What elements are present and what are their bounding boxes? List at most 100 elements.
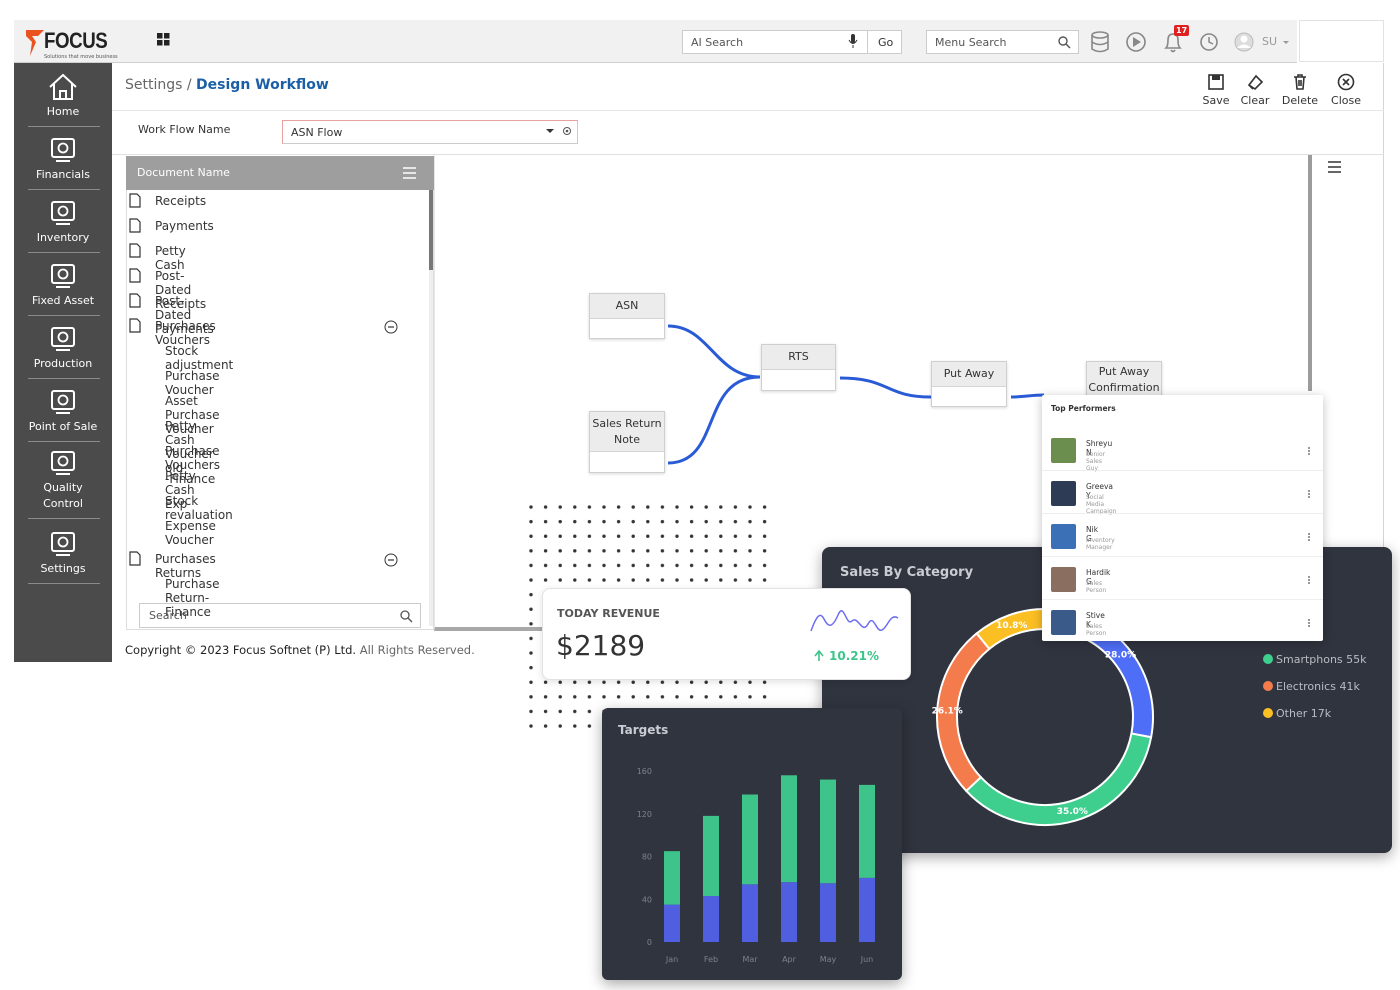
ai-search-placeholder: AI Search xyxy=(691,36,744,49)
canvas-menu-icon[interactable] xyxy=(1328,161,1342,174)
user-caret[interactable] xyxy=(1283,41,1289,44)
y-tick-label: 80 xyxy=(642,853,652,862)
sidebar-separator xyxy=(28,441,100,442)
divider xyxy=(112,154,1384,155)
mic-icon[interactable] xyxy=(848,34,858,49)
row-menu[interactable] xyxy=(1308,576,1310,584)
play-icon[interactable] xyxy=(1126,32,1146,52)
data-label: 26.1% xyxy=(932,707,963,717)
document-search-box[interactable]: Search xyxy=(139,603,421,628)
toolbar-icon xyxy=(1337,73,1355,91)
sidebar-item[interactable]: Settings xyxy=(14,529,112,577)
sidebar-icon xyxy=(51,264,75,288)
bar-segment xyxy=(703,815,719,897)
document-item[interactable]: Purchases Returns xyxy=(155,552,216,580)
document-subitem[interactable]: Purchase Vouchers -Finance xyxy=(165,444,220,486)
sidebar-item[interactable]: Financials xyxy=(14,135,112,183)
legend-marker xyxy=(1263,708,1273,718)
sidebar-icon xyxy=(51,201,75,225)
row-menu[interactable] xyxy=(1308,619,1310,627)
toolbar-button[interactable]: Delete xyxy=(1275,73,1325,107)
workflow-node[interactable]: RTS xyxy=(761,344,836,391)
document-item[interactable]: Purchases Vouchers xyxy=(155,319,216,347)
breadcrumb: Settings / Design Workflow xyxy=(125,77,329,93)
document-panel-header: Document Name xyxy=(126,156,434,190)
collapse-icon[interactable] xyxy=(384,320,398,334)
select-controls[interactable] xyxy=(546,126,574,138)
document-item[interactable]: Petty Cash xyxy=(155,244,186,272)
document-subitem[interactable]: Purchase Return-Finance xyxy=(165,577,220,619)
workflow-node[interactable]: Put Away Confirmation xyxy=(1086,361,1162,401)
sidebar-item[interactable]: Home xyxy=(14,72,112,120)
row-menu[interactable] xyxy=(1308,533,1310,541)
sidebar-separator xyxy=(28,252,100,253)
user-initials[interactable]: SU xyxy=(1262,35,1278,48)
row-menu[interactable] xyxy=(1308,447,1310,455)
sidebar-label: Point of Sale xyxy=(28,420,98,433)
workflow-node[interactable]: Sales Return Note xyxy=(589,411,665,473)
performer-role: Inventory Manager xyxy=(1086,537,1115,551)
document-icon xyxy=(129,243,141,258)
document-subitem[interactable]: Purchase Voucher xyxy=(165,369,220,397)
sidebar-item[interactable]: Inventory xyxy=(14,198,112,246)
document-subitem[interactable]: Stock adjustment xyxy=(165,344,234,372)
workflow-name-value: ASN Flow xyxy=(291,126,343,139)
sidebar-separator xyxy=(28,518,100,519)
toolbar-button[interactable]: Clear xyxy=(1230,73,1280,107)
collapse-icon[interactable] xyxy=(384,553,398,567)
scroll-track xyxy=(429,190,433,626)
workflow-node[interactable]: Put Away xyxy=(931,361,1007,407)
sidebar-item[interactable]: Fixed Asset xyxy=(14,261,112,309)
document-subitem[interactable]: Petty Cash Exp xyxy=(165,469,196,511)
workflow-node[interactable]: ASN xyxy=(589,293,665,339)
apps-icon[interactable] xyxy=(157,33,170,46)
toolbar-icon xyxy=(1294,74,1306,90)
node-title: RTS xyxy=(762,345,835,370)
data-label: 10.8% xyxy=(996,621,1027,631)
copyright: Copyright © 2023 Focus Softnet (P) Ltd. xyxy=(125,643,357,657)
sidebar-item[interactable]: Point of Sale xyxy=(14,387,112,435)
panel-menu-icon[interactable] xyxy=(403,167,417,179)
row-menu[interactable] xyxy=(1308,490,1310,498)
toolbar-icon xyxy=(1208,74,1224,90)
document-subitem[interactable]: Petty Cash Voucher old xyxy=(165,419,214,475)
document-header-label: Document Name xyxy=(137,166,230,179)
toolbar-button[interactable]: Save xyxy=(1191,73,1241,107)
bell-icon[interactable] xyxy=(1164,33,1182,53)
database-icon[interactable] xyxy=(1091,31,1109,53)
workflow-name-select[interactable]: ASN Flow xyxy=(282,120,578,144)
logo-tagline: Solutions that move business xyxy=(44,54,118,60)
sidebar-label: Production xyxy=(33,357,93,370)
sidebar-label: Home xyxy=(46,105,80,118)
go-button[interactable]: Go xyxy=(867,30,902,54)
document-subitem[interactable]: Expense Voucher xyxy=(165,519,216,547)
document-item[interactable]: Post-Dated Receipts xyxy=(155,269,207,311)
ai-search-box[interactable]: AI Search xyxy=(682,30,868,54)
sidebar-item[interactable]: Quality Control xyxy=(14,448,112,512)
sidebar-item[interactable]: Production xyxy=(14,324,112,372)
toolbar-button[interactable]: Close xyxy=(1321,73,1371,107)
breadcrumb-parent[interactable]: Settings / xyxy=(125,77,192,93)
bar-segment xyxy=(781,882,797,942)
bar-segment xyxy=(664,851,680,905)
performer-name: Stive K xyxy=(1086,611,1105,629)
top-performers-card: Top Performers Shreyu N Senior Sales Guy G… xyxy=(1042,395,1323,641)
node-title: Put Away xyxy=(932,362,1006,387)
document-subitem[interactable]: Asset Purchase Voucher xyxy=(165,394,220,436)
chart-title: Targets xyxy=(618,723,668,737)
scroll-thumb[interactable] xyxy=(429,190,433,270)
rights: All Rights Reserved. xyxy=(359,643,475,657)
performer-name: Nik G xyxy=(1086,525,1099,543)
sidebar-icon xyxy=(51,451,75,475)
history-icon[interactable] xyxy=(1200,33,1218,51)
sidebar-label: Settings xyxy=(40,562,86,575)
document-subitem[interactable]: Stock revaluation xyxy=(165,494,233,522)
sidebar-icon xyxy=(51,532,75,556)
document-item[interactable]: Payments xyxy=(155,219,214,233)
document-item[interactable]: Receipts xyxy=(155,194,207,208)
user-avatar[interactable] xyxy=(1234,32,1254,52)
menu-search-box[interactable]: Menu Search xyxy=(926,30,1079,54)
connector xyxy=(667,375,761,465)
document-item[interactable]: Post-Dated Payments xyxy=(155,294,214,336)
row-separator xyxy=(1042,599,1323,600)
